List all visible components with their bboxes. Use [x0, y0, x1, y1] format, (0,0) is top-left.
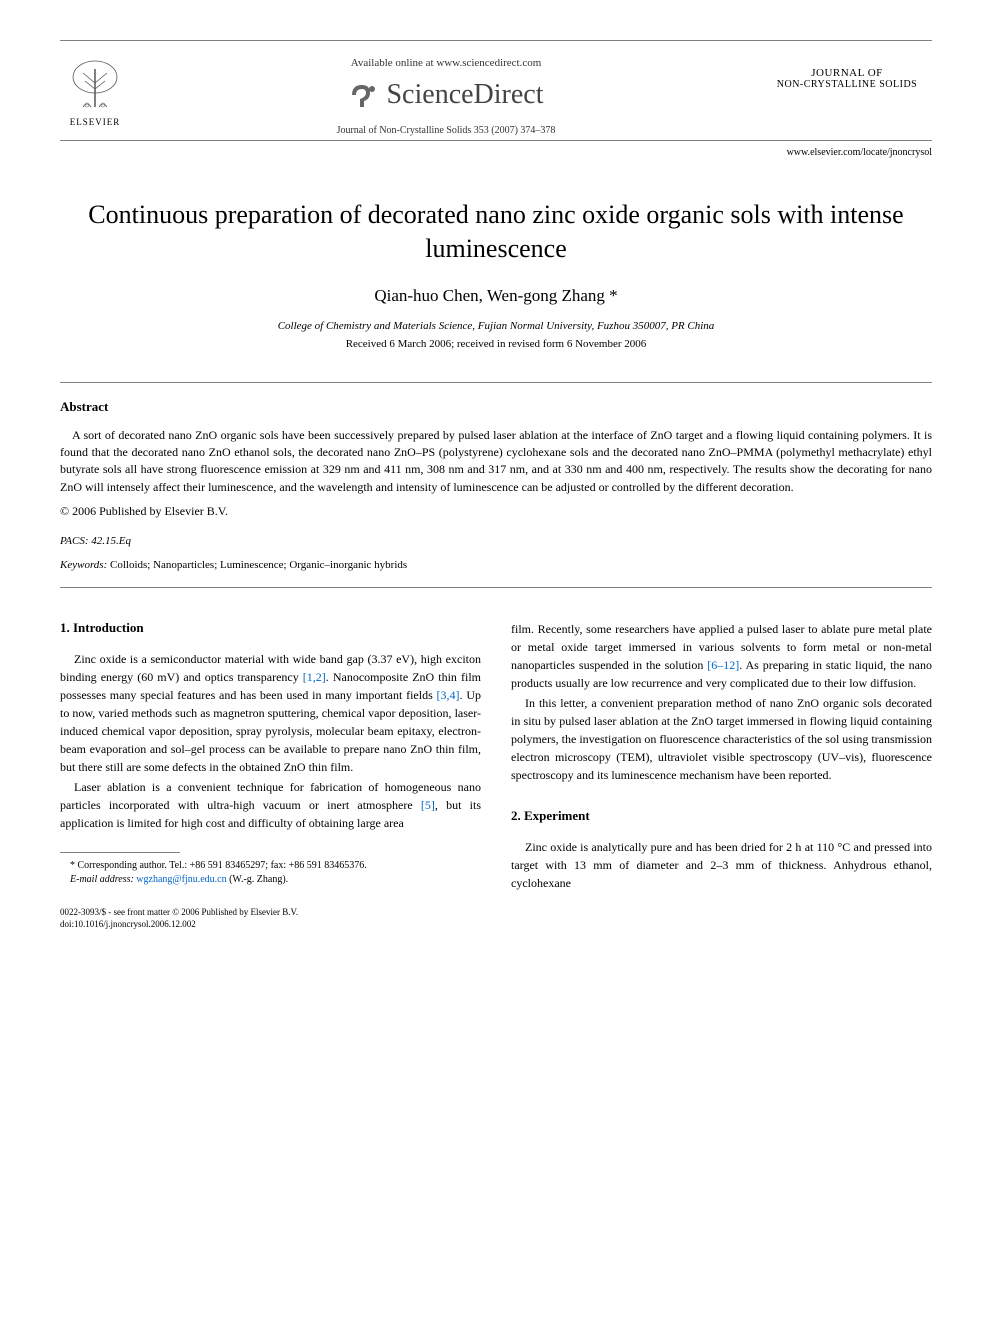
affiliation: College of Chemistry and Materials Scien…	[60, 320, 932, 332]
left-column: 1. Introduction Zinc oxide is a semicond…	[60, 620, 481, 930]
keywords-line: Keywords: Colloids; Nanoparticles; Lumin…	[60, 559, 932, 571]
abstract-bottom-divider	[60, 587, 932, 588]
center-header: Available online at www.sciencedirect.co…	[130, 53, 762, 136]
received-dates: Received 6 March 2006; received in revis…	[60, 338, 932, 350]
corresponding-author-footnote: * Corresponding author. Tel.: +86 591 83…	[60, 859, 481, 873]
sciencedirect-icon	[348, 79, 380, 111]
elsevier-label: ELSEVIER	[70, 117, 121, 127]
available-online-text: Available online at www.sciencedirect.co…	[130, 57, 762, 69]
footnote-divider	[60, 852, 180, 853]
abstract-heading: Abstract	[60, 399, 932, 415]
experiment-para-1: Zinc oxide is analytically pure and has …	[511, 838, 932, 892]
authors: Qian-huo Chen, Wen-gong Zhang *	[60, 286, 932, 306]
experiment-heading: 2. Experiment	[511, 808, 932, 824]
abstract-top-divider	[60, 382, 932, 383]
sciencedirect-brand: ScienceDirect	[130, 79, 762, 111]
journal-name-line2: NON-CRYSTALLINE SOLIDS	[762, 79, 932, 90]
email-link[interactable]: wgzhang@fjnu.edu.cn	[136, 874, 226, 885]
footer-info: 0022-3093/$ - see front matter © 2006 Pu…	[60, 907, 481, 930]
sciencedirect-label: ScienceDirect	[386, 79, 543, 111]
abstract-body: A sort of decorated nano ZnO organic sol…	[60, 427, 932, 497]
body-columns: 1. Introduction Zinc oxide is a semicond…	[60, 620, 932, 930]
journal-name-line1: JOURNAL OF	[762, 67, 932, 79]
footer-line-2: doi:10.1016/j.jnoncrysol.2006.12.002	[60, 919, 481, 931]
pacs-label: PACS:	[60, 535, 89, 547]
ref-link-3-4[interactable]: [3,4]	[437, 688, 460, 702]
email-label: E-mail address:	[70, 874, 134, 885]
email-footnote: E-mail address: wgzhang@fjnu.edu.cn (W.-…	[60, 873, 481, 887]
journal-url: www.elsevier.com/locate/jnoncrysol	[60, 143, 932, 158]
intro-para-3: film. Recently, some researchers have ap…	[511, 620, 932, 692]
header-divider	[60, 140, 932, 141]
header-top-row: ELSEVIER Available online at www.science…	[60, 40, 932, 136]
footer-line-1: 0022-3093/$ - see front matter © 2006 Pu…	[60, 907, 481, 919]
pacs-line: PACS: 42.15.Eq	[60, 535, 932, 547]
email-suffix: (W.-g. Zhang).	[229, 874, 288, 885]
ref-link-6-12[interactable]: [6–12]	[707, 658, 739, 672]
elsevier-logo: ELSEVIER	[60, 53, 130, 133]
journal-reference: Journal of Non-Crystalline Solids 353 (2…	[130, 125, 762, 136]
journal-title-box: JOURNAL OF NON-CRYSTALLINE SOLIDS	[762, 53, 932, 90]
ref-link-5[interactable]: [5]	[421, 798, 435, 812]
keywords-label: Keywords:	[60, 559, 107, 571]
right-column: film. Recently, some researchers have ap…	[511, 620, 932, 930]
intro-para-2: Laser ablation is a convenient technique…	[60, 778, 481, 832]
article-title: Continuous preparation of decorated nano…	[60, 198, 932, 266]
ref-link-1-2[interactable]: [1,2]	[303, 670, 326, 684]
keywords-value: Colloids; Nanoparticles; Luminescence; O…	[110, 559, 407, 571]
elsevier-tree-icon	[65, 59, 125, 115]
pacs-value: 42.15.Eq	[91, 535, 131, 547]
intro-para-4: In this letter, a convenient preparation…	[511, 694, 932, 784]
introduction-heading: 1. Introduction	[60, 620, 481, 636]
intro-para-1: Zinc oxide is a semiconductor material w…	[60, 650, 481, 776]
copyright-line: © 2006 Published by Elsevier B.V.	[60, 504, 932, 519]
